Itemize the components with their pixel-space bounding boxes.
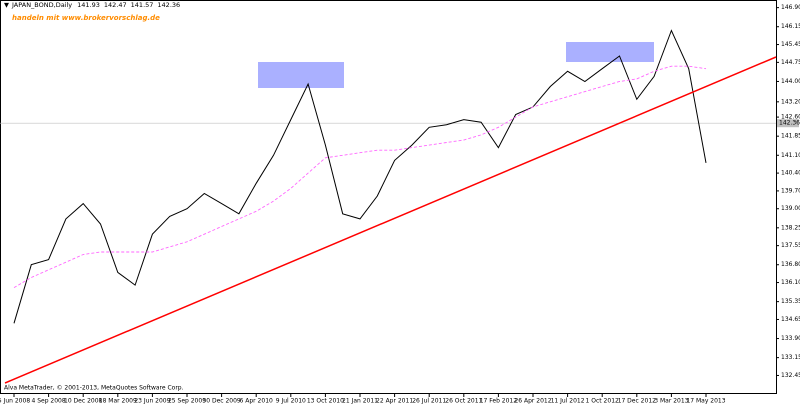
x-tick-label: 10 Dec 2008 <box>64 398 103 405</box>
current-price-tag <box>777 119 799 128</box>
chart-header: JAPAN_BOND,Daily <box>11 1 72 9</box>
x-tick-label: 26 Apr 2012 <box>514 398 551 405</box>
highlight-box <box>258 62 344 88</box>
y-tick-label: 136.80 <box>781 261 800 268</box>
x-tick-label: 3 Mar 2013 <box>654 398 688 405</box>
x-tick-label: 17 Dec 2012 <box>618 398 657 405</box>
trend-line <box>4 56 777 384</box>
y-tick-label: 138.25 <box>781 224 800 231</box>
x-tick-label: 30 Dec 2009 <box>202 398 241 405</box>
y-tick-label: 141.85 <box>781 133 800 140</box>
x-tick-label: 22 Apr 2011 <box>376 398 413 405</box>
series-line <box>13 65 707 288</box>
y-tick-label: 144.75 <box>781 59 800 66</box>
ohlc-value: 141.57 <box>131 1 154 9</box>
y-tick-label: 139.70 <box>781 187 800 194</box>
y-tick-label: 146.15 <box>781 23 800 30</box>
x-tick-label: 23 Jun 2009 <box>134 398 170 405</box>
y-tick-label: 137.55 <box>781 242 800 249</box>
y-tick-label: 140.40 <box>781 170 800 177</box>
x-tick-label: 25 Sep 2009 <box>168 398 206 405</box>
footer: Alva MetaTrader, © 2001-2013, MetaQuotes… <box>4 385 184 392</box>
y-tick-label: 145.45 <box>781 41 800 48</box>
y-tick-label: 146.90 <box>781 4 800 11</box>
y-tick-label: 132.45 <box>781 372 800 379</box>
x-tick-label: 26 Jul 2011 <box>412 398 446 405</box>
y-tick-label: 144.00 <box>781 78 800 85</box>
plot-frame <box>0 0 777 394</box>
x-tick-label: 17 Feb 2012 <box>480 398 518 405</box>
x-tick-label: 11 Jul 2012 <box>551 398 585 405</box>
x-tick-label: 13 Oct 2010 <box>307 398 344 405</box>
current-price-label: 142.36 <box>779 120 800 127</box>
x-tick-label: 18 Mar 2009 <box>99 398 137 405</box>
highlight-box <box>566 42 654 62</box>
y-tick-label: 143.20 <box>781 98 800 105</box>
x-tick-label: 4 Sep 2008 <box>31 398 65 405</box>
y-tick-label: 133.90 <box>781 335 800 342</box>
ohlc-value: 142.36 <box>157 1 180 9</box>
x-tick-label: 1 Oct 2012 <box>586 398 619 405</box>
y-tick-label: 139.00 <box>781 205 800 212</box>
watermark: handeln mit www.brokervorschlag.de <box>12 14 160 22</box>
y-tick-label: 141.10 <box>781 152 800 159</box>
y-tick-label: 135.35 <box>781 298 800 305</box>
y-tick-label: 142.60 <box>781 114 800 121</box>
series-line <box>13 29 707 324</box>
x-tick-label: 5 Jun 2008 <box>0 398 30 405</box>
ohlc-value: 141.93 <box>77 1 100 9</box>
x-tick-label: 6 Apr 2010 <box>240 398 273 405</box>
chart-header-arrow: ▼ <box>4 1 9 9</box>
x-tick-label: 21 Jan 2011 <box>342 398 378 405</box>
x-tick-label: 17 May 2013 <box>686 398 725 405</box>
y-tick-label: 134.65 <box>781 316 800 323</box>
x-tick-label: 26 Oct 2011 <box>445 398 482 405</box>
x-tick-label: 9 Jul 2010 <box>276 398 306 405</box>
y-tick-label: 133.15 <box>781 354 800 361</box>
ohlc-value: 142.47 <box>104 1 127 9</box>
y-tick-label: 136.10 <box>781 279 800 286</box>
